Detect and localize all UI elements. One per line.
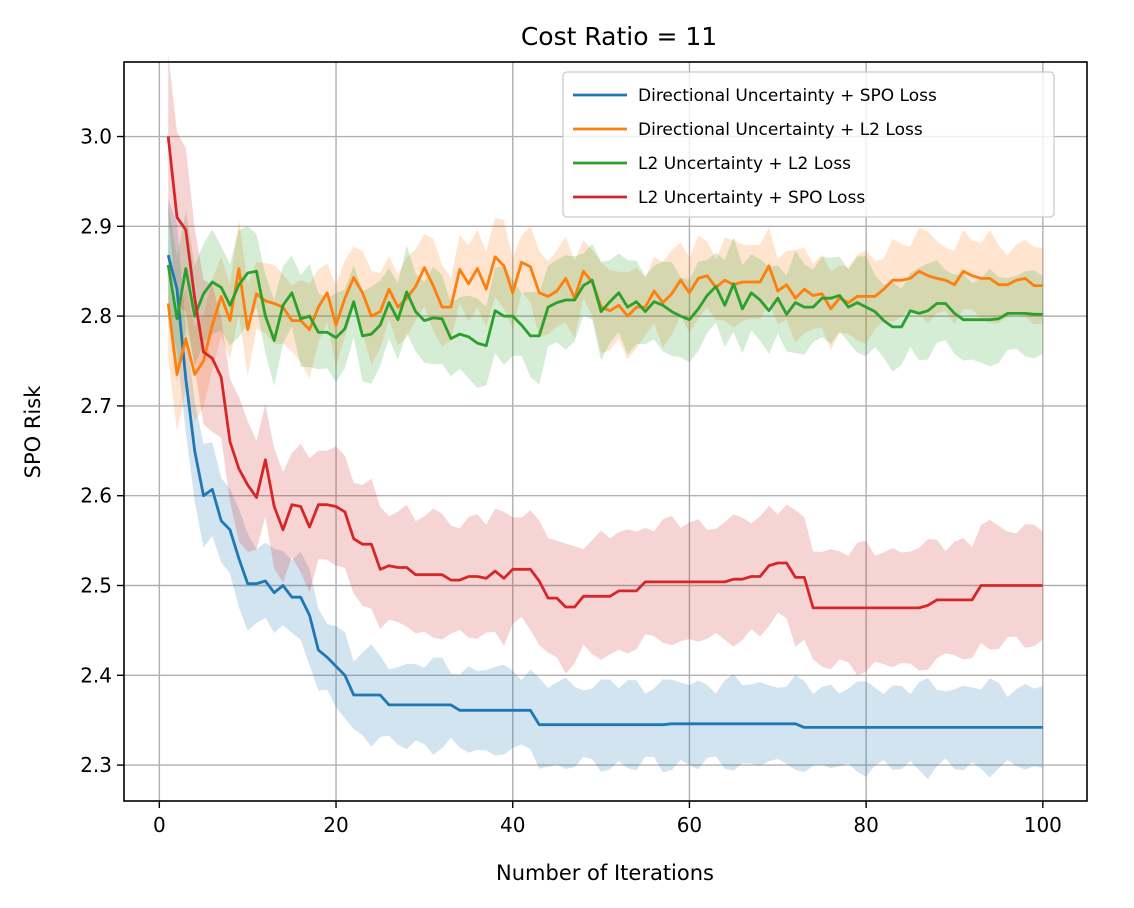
legend-label-1: Directional Uncertainty + SPO Loss — [638, 86, 937, 106]
y-tick-label: 3.0 — [80, 125, 112, 149]
legend-label-4: L2 Uncertainty + SPO Loss — [638, 188, 865, 208]
y-axis-ticks: 2.3 2.4 2.5 2.6 2.7 2.8 2.9 3.0 — [80, 125, 124, 777]
x-tick-label: 80 — [853, 813, 878, 837]
legend-box — [562, 71, 1055, 218]
x-tick-label: 0 — [153, 813, 166, 837]
y-tick-label: 2.6 — [80, 484, 112, 508]
series-band-4 — [168, 54, 1043, 676]
plot-frame — [123, 61, 1088, 802]
y-tick-label: 2.7 — [80, 394, 112, 418]
chart-title: Cost Ratio = 11 — [521, 22, 717, 51]
series-line-4 — [166, 136, 1043, 610]
x-tick-label: 20 — [323, 813, 348, 837]
series-band-1 — [168, 198, 1043, 780]
x-axis-label: Number of Iterations — [496, 861, 714, 885]
y-tick-label: 2.5 — [80, 573, 112, 597]
y-tick-label: 2.3 — [80, 753, 112, 777]
legend: Directional Uncertainty + SPO Loss Direct… — [562, 71, 1055, 218]
x-tick-label: 40 — [500, 813, 525, 837]
y-tick-label: 2.9 — [80, 214, 112, 238]
series-lines — [166, 136, 1043, 729]
legend-label-3: L2 Uncertainty + L2 Loss — [638, 154, 851, 174]
y-tick-label: 2.8 — [80, 304, 112, 328]
legend-label-2: Directional Uncertainty + L2 Loss — [638, 120, 923, 140]
x-tick-label: 60 — [677, 813, 702, 837]
series-line-2 — [166, 255, 1043, 376]
y-axis-label: SPO Risk — [21, 385, 45, 479]
series-line-1 — [166, 254, 1043, 729]
y-tick-label: 2.4 — [80, 663, 112, 687]
series-line-3 — [166, 264, 1043, 348]
x-tick-label: 100 — [1024, 813, 1062, 837]
x-axis-ticks: 0 20 40 60 80 100 — [153, 801, 1062, 837]
series-band-3 — [168, 204, 1043, 388]
series-band-2 — [168, 217, 1043, 432]
confidence-bands — [168, 54, 1043, 780]
